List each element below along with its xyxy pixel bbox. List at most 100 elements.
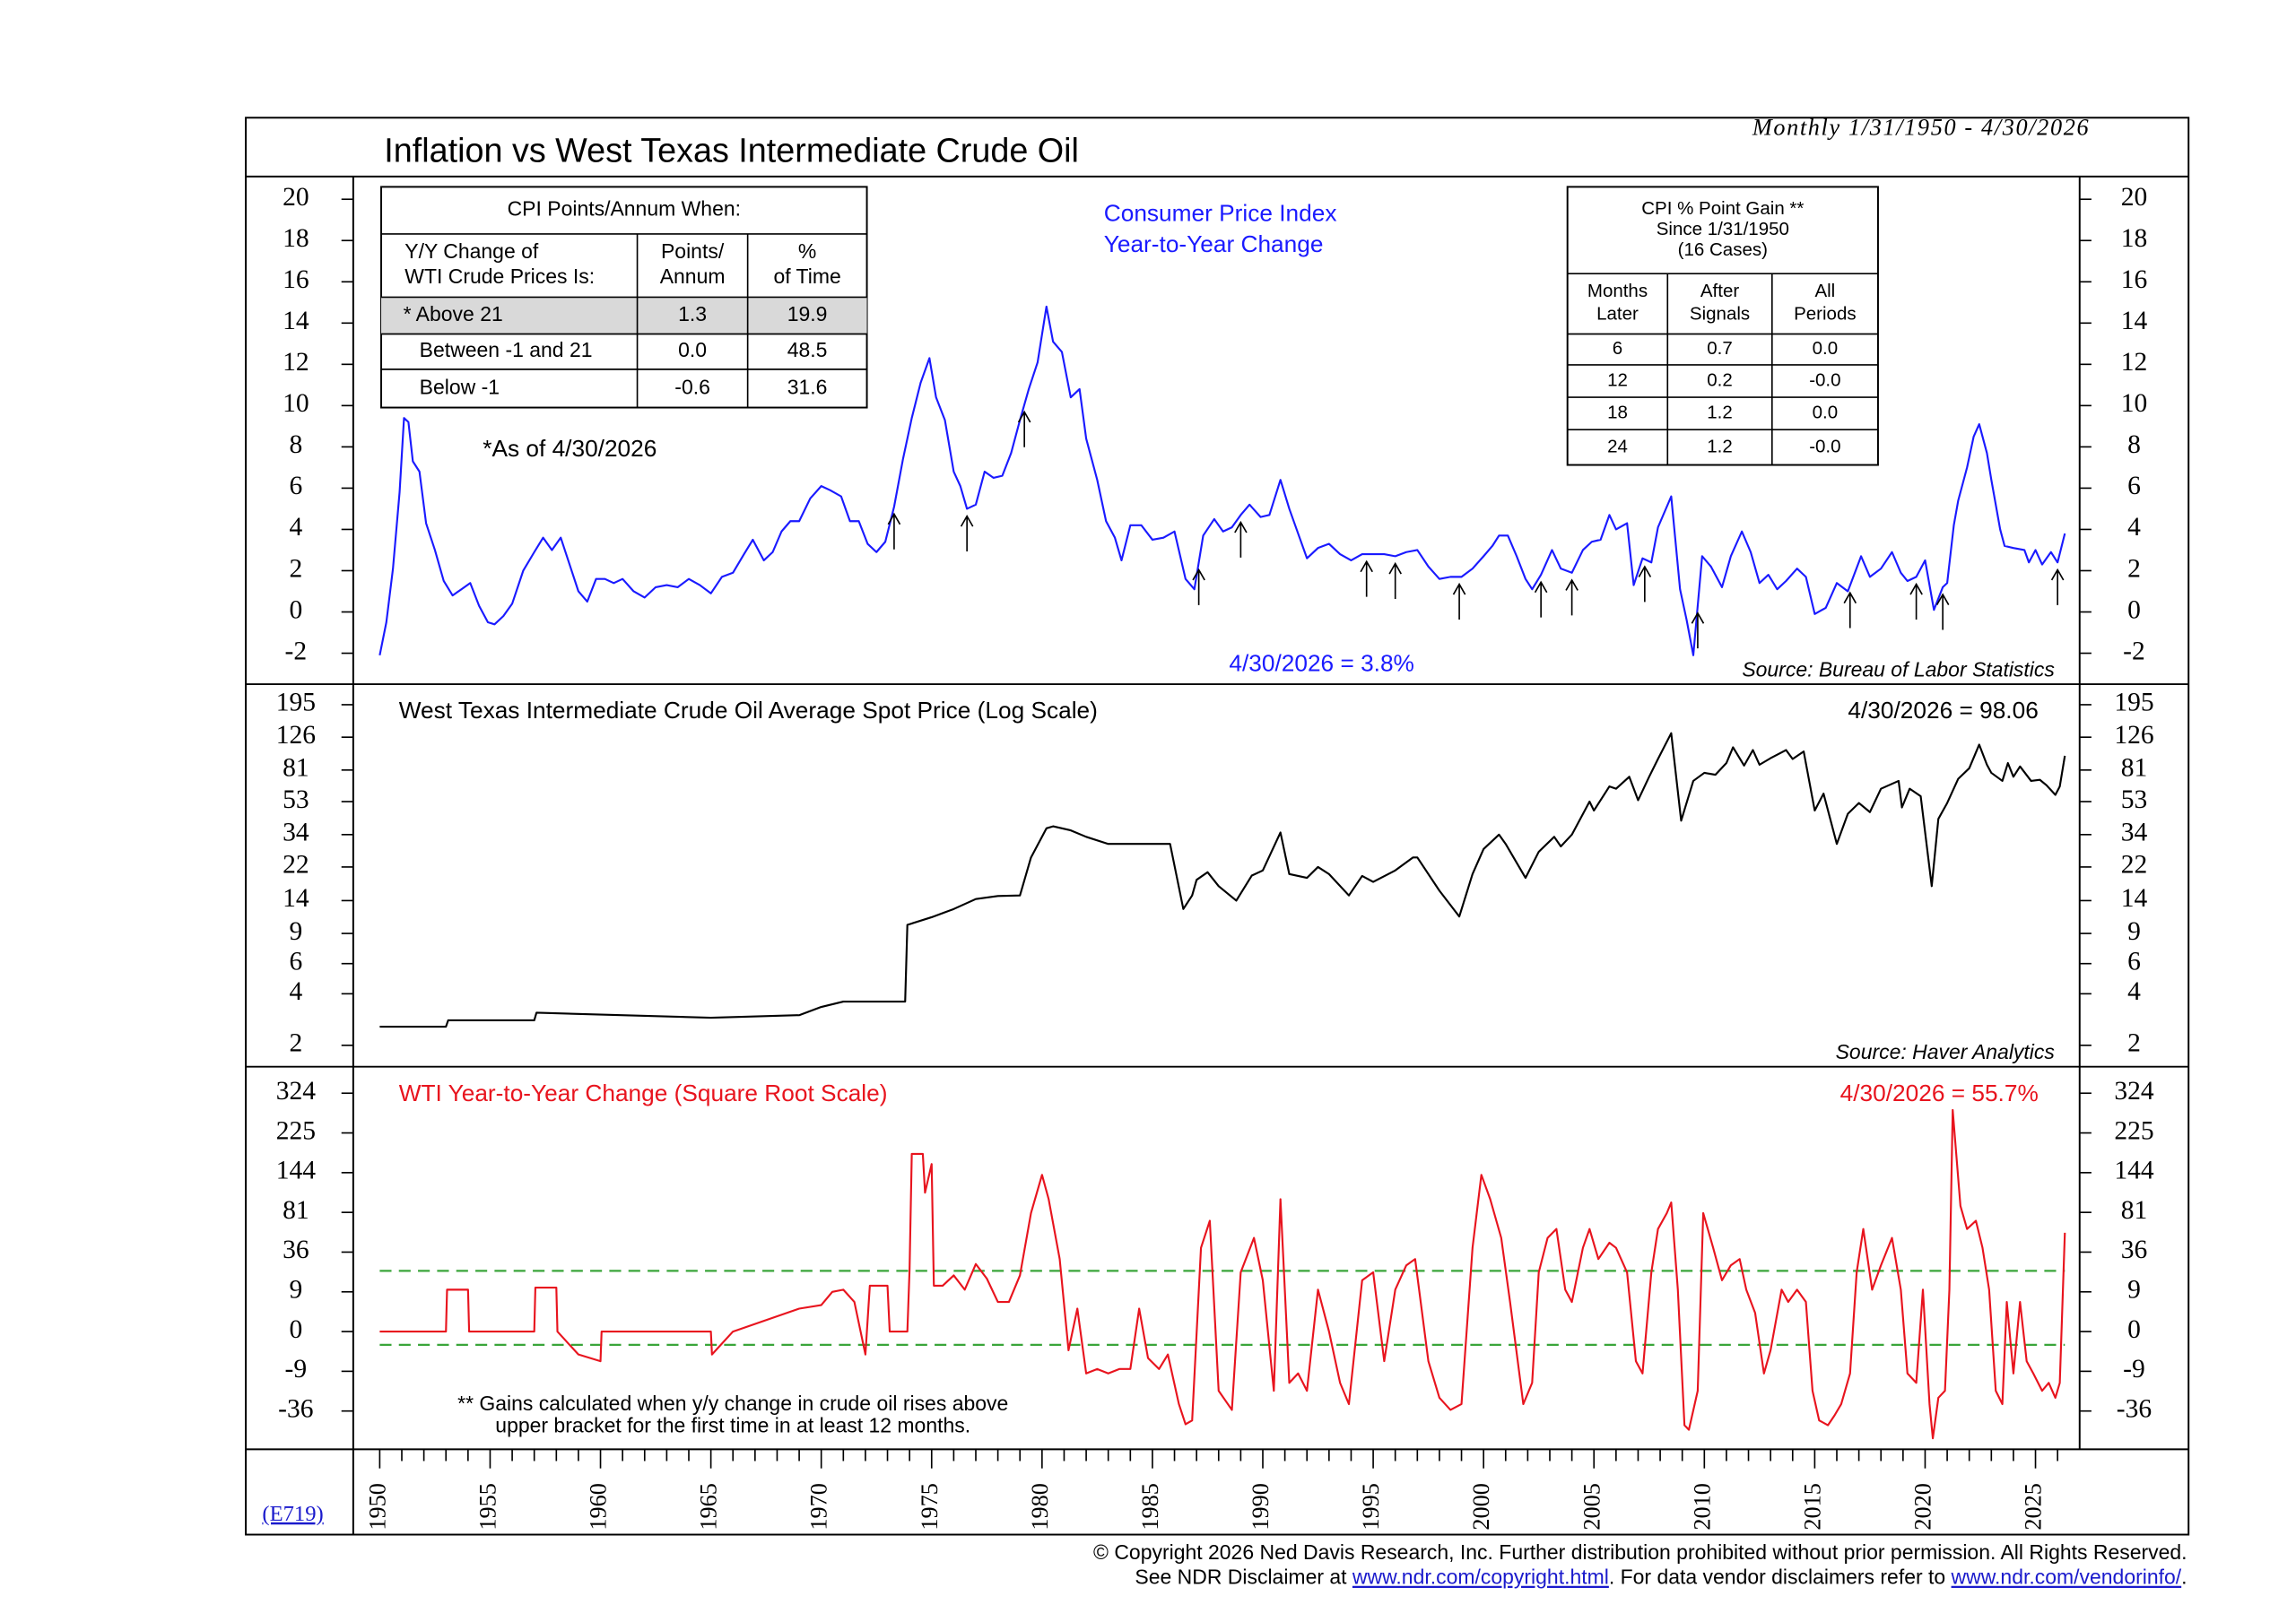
signal-arrow	[887, 512, 901, 550]
table-title: CPI % Point Gain ** Since 1/31/1950 (16 Ca…	[1641, 198, 1804, 260]
y-tick-label: 6	[2127, 472, 2141, 500]
signal-arrow	[1565, 578, 1578, 616]
y-tick-label: 12	[2121, 348, 2148, 377]
chart-title: Inflation vs West Texas Intermediate Cru…	[384, 132, 1079, 169]
x-tick-label: 2005	[1578, 1483, 1605, 1530]
signal-arrow	[1192, 568, 1205, 605]
y-tick-label: -36	[278, 1394, 313, 1423]
y-tick-label: 4	[289, 977, 302, 1006]
y-tick-label: 18	[283, 224, 309, 253]
latest-value: 4/30/2026 = 98.06	[1848, 697, 2038, 724]
y-tick-label: 53	[283, 785, 309, 814]
table-cell: * Above 21	[404, 302, 503, 325]
table-header-line: Annum	[660, 265, 726, 288]
y-tick-label: 14	[283, 884, 309, 913]
table-header: All Periods	[1794, 282, 1857, 325]
table-cell: 0.7	[1707, 338, 1733, 359]
table-header-line: Signals	[1690, 304, 1750, 325]
table-header-line: All	[1814, 282, 1835, 302]
panel-title: WTI Year-to-Year Change (Square Root Sca…	[399, 1080, 888, 1106]
frame	[245, 117, 2190, 1536]
signal-arrow	[1935, 593, 1950, 630]
panel-title: Consumer Price Index Year-to-Year Change	[1104, 200, 1337, 257]
y-tick-label: 126	[2114, 721, 2153, 750]
y-tick-label: -9	[2123, 1355, 2145, 1383]
y-tick-label: 10	[283, 389, 309, 418]
y-tick-label: 144	[2114, 1157, 2154, 1185]
table-cell: 0.0	[678, 338, 707, 361]
table-title: CPI Points/Annum When:	[508, 197, 741, 221]
y-tick-label: 2	[289, 1029, 302, 1058]
x-tick-label: 2015	[1799, 1483, 1825, 1530]
y-tick-label: 9	[2127, 917, 2141, 946]
y-tick-label: 14	[2121, 307, 2148, 335]
table-header-line: %	[798, 239, 816, 263]
table-cell: 0.0	[1813, 403, 1839, 423]
y-tick-label: 9	[2127, 1276, 2141, 1305]
y-tick-label: 195	[2114, 689, 2153, 717]
footnote-line: upper bracket for the first time in at l…	[495, 1414, 970, 1437]
panel-title-line: WTI Year-to-Year Change (Square Root Sca…	[399, 1080, 888, 1106]
table-cell: -0.0	[1809, 369, 1840, 390]
y-tick-label: 22	[2121, 851, 2148, 880]
x-tick-label: 2010	[1689, 1483, 1715, 1530]
disclaimer-text: .	[2181, 1566, 2187, 1589]
link[interactable]: www.ndr.com/vendorinfo/	[1951, 1566, 2182, 1589]
y-tick-label: 12	[283, 348, 309, 377]
note: *As of 4/30/2026	[483, 435, 657, 462]
table-box	[1566, 186, 1879, 466]
copyright: © Copyright 2026 Ned Davis Research, Inc…	[1093, 1540, 2187, 1564]
y-tick-label: 0	[289, 595, 302, 624]
table-header: After Signals	[1690, 282, 1750, 325]
y-tick-label: 144	[276, 1157, 317, 1185]
x-tick-label: 1965	[696, 1483, 722, 1530]
signal-arrow	[1452, 582, 1466, 620]
chart-code[interactable]: (E719)	[262, 1502, 323, 1526]
y-tick-label: 0	[289, 1315, 302, 1344]
y-tick-label: 0	[2127, 595, 2141, 624]
x-tick-label: 1970	[806, 1483, 832, 1530]
table-header-line: After	[1700, 282, 1739, 302]
y-tick-label: 16	[2121, 265, 2148, 294]
y-tick-label: 2	[289, 554, 302, 583]
table-title-line: Since 1/31/1950	[1657, 219, 1789, 239]
table-title-line: (16 Cases)	[1678, 239, 1768, 260]
panel-title-line: Year-to-Year Change	[1104, 230, 1324, 257]
table-cell: 6	[1613, 338, 1622, 359]
y-tick-label: 126	[276, 721, 316, 750]
signal-arrow	[1388, 561, 1402, 599]
y-tick-label: 16	[283, 265, 309, 294]
y-tick-label: 14	[283, 307, 309, 335]
disclaimer-text: . For data vendor disclaimers refer to	[1609, 1566, 1952, 1589]
y-tick-label: 34	[283, 819, 309, 847]
panel-title-line: West Texas Intermediate Crude Oil Averag…	[399, 697, 1098, 724]
y-tick-label: 22	[283, 851, 309, 880]
y-tick-label: -2	[2123, 637, 2145, 665]
table-header-line: Y/Y Change of	[404, 239, 539, 263]
table-cell: 12	[1607, 369, 1628, 390]
y-tick-label: 9	[289, 1276, 302, 1305]
table-title-line: CPI % Point Gain **	[1641, 198, 1804, 219]
table-header: Points/Annum	[660, 239, 726, 288]
latest-value: 4/30/2026 = 3.8%	[1229, 650, 1414, 677]
signal-arrow	[1638, 565, 1652, 603]
y-tick-label: 81	[283, 754, 309, 783]
source: Source: Haver Analytics	[1836, 1040, 2056, 1063]
x-tick-label: 1950	[364, 1483, 390, 1530]
source: Source: Bureau of Labor Statistics	[1742, 657, 2055, 681]
signal-arrow	[2050, 568, 2065, 605]
y-tick-label: 53	[2121, 785, 2148, 814]
y-tick-label: 0	[2127, 1315, 2141, 1344]
table-cell: 0.2	[1707, 369, 1733, 390]
link[interactable]: www.ndr.com/copyright.html	[1352, 1566, 1609, 1589]
y-tick-label: 36	[283, 1236, 309, 1264]
y-tick-label: -2	[285, 637, 308, 665]
y-tick-label: 6	[289, 472, 302, 500]
signal-arrow	[1691, 612, 1705, 649]
row-highlight	[381, 297, 867, 334]
table-cell: 1.2	[1707, 403, 1733, 423]
table-cell: 18	[1607, 403, 1628, 423]
y-tick-label: 36	[2121, 1236, 2148, 1264]
table-cell: Between -1 and 21	[420, 338, 593, 361]
table-header: % of Time	[773, 239, 840, 288]
